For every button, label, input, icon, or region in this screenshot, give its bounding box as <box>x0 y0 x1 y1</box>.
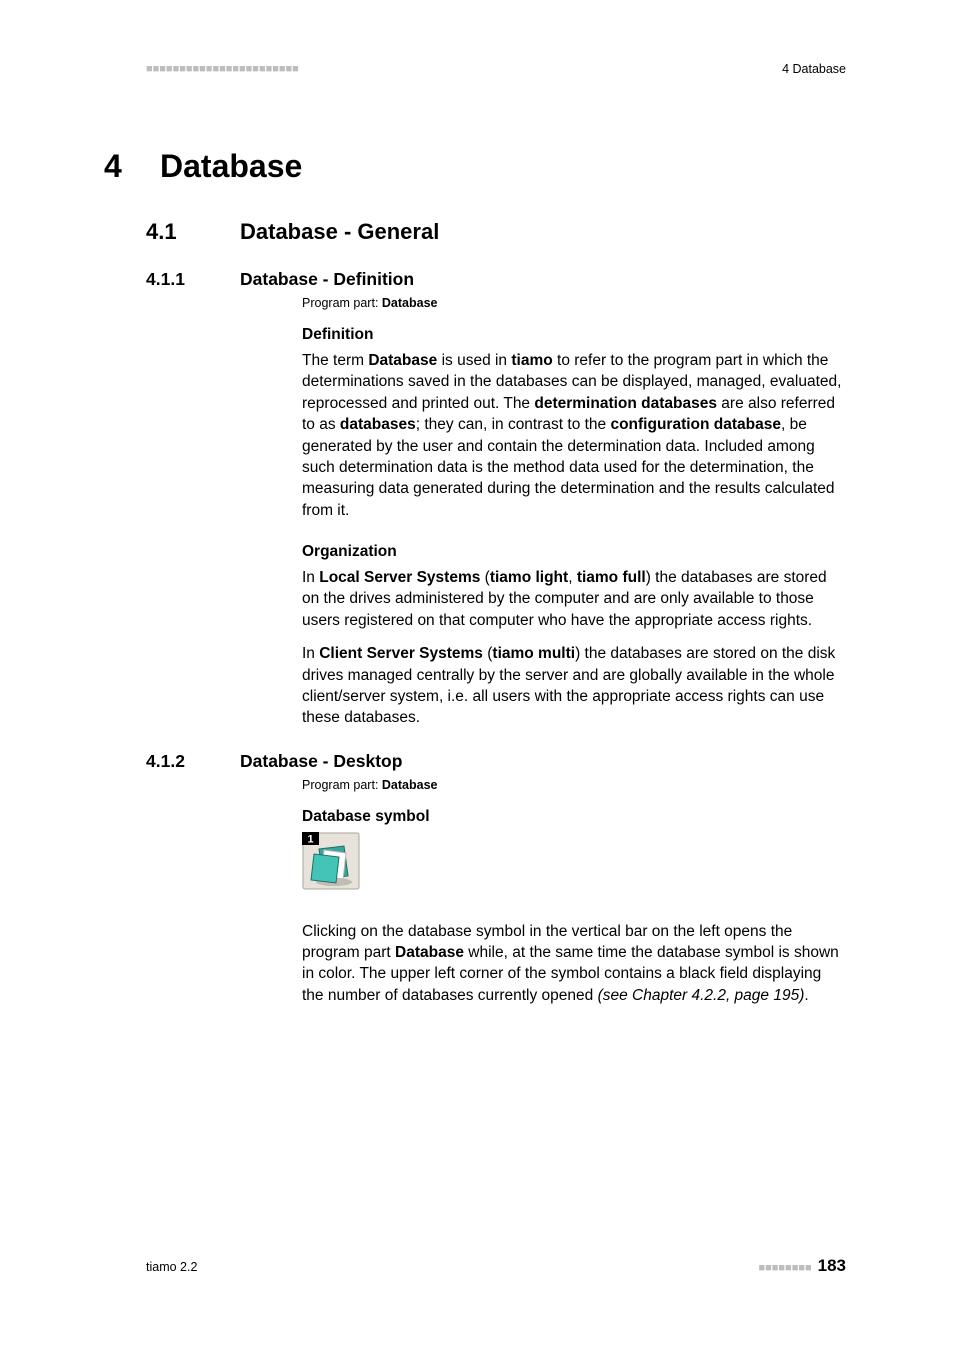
program-part-line: Program part: Database <box>302 778 842 792</box>
text: In <box>302 569 319 586</box>
database-symbol-paragraph: Clicking on the database symbol in the v… <box>302 921 842 1007</box>
term-determination-databases: determination databases <box>534 395 717 412</box>
term-tiamo-light: tiamo light <box>490 569 568 586</box>
page-footer: tiamo 2.2 ■■■■■■■■ 183 <box>146 1256 846 1276</box>
text: ( <box>480 569 489 586</box>
section-title: 4.1Database - General <box>146 219 846 245</box>
database-symbol-figure: 1 <box>302 832 842 895</box>
program-part-line: Program part: Database <box>302 296 842 310</box>
subsection-body: Program part: Database Definition The te… <box>302 296 842 729</box>
term-database: Database <box>395 944 464 961</box>
count-badge-text: 1 <box>307 833 313 845</box>
term-tiamo-multi: tiamo multi <box>492 645 575 662</box>
cross-reference: (see Chapter 4.2.2, page 195) <box>598 987 805 1004</box>
program-part-value: Database <box>382 778 438 792</box>
database-icon: 1 <box>302 832 360 890</box>
chapter-title: 4Database <box>104 148 846 185</box>
chapter-name: Database <box>160 148 302 184</box>
text: ( <box>483 645 492 662</box>
page-header: ■■■■■■■■■■■■■■■■■■■■■■■ 4 Database <box>146 62 846 76</box>
subsection-name: Database - Desktop <box>240 751 402 771</box>
text: , <box>568 569 577 586</box>
term-local-server-systems: Local Server Systems <box>319 569 480 586</box>
term-configuration-database: configuration database <box>610 416 781 433</box>
text: . <box>804 987 808 1004</box>
header-chapter-ref: 4 Database <box>782 62 846 76</box>
text: is used in <box>437 352 511 369</box>
definition-paragraph: The term Database is used in tiamo to re… <box>302 350 842 521</box>
database-symbol-heading: Database symbol <box>302 808 842 826</box>
footer-product: tiamo 2.2 <box>146 1260 197 1274</box>
term-client-server-systems: Client Server Systems <box>319 645 483 662</box>
term-databases: databases <box>340 416 416 433</box>
subsection-name: Database - Definition <box>240 269 414 289</box>
organization-heading: Organization <box>302 543 842 561</box>
section-name: Database - General <box>240 219 439 244</box>
section-number: 4.1 <box>146 219 240 245</box>
text: ; they can, in contrast to the <box>416 416 611 433</box>
organization-paragraph-client: In Client Server Systems (tiamo multi) t… <box>302 643 842 729</box>
subsection-title: 4.1.2Database - Desktop <box>146 751 846 772</box>
page-number: 183 <box>818 1256 846 1275</box>
footer-decor: ■■■■■■■■ <box>758 1262 811 1274</box>
footer-right: ■■■■■■■■ 183 <box>758 1256 846 1276</box>
program-part-label: Program part: <box>302 296 382 310</box>
subsection-title: 4.1.1Database - Definition <box>146 269 846 290</box>
folder-front-icon <box>311 854 339 883</box>
term-tiamo: tiamo <box>511 352 552 369</box>
header-decor-left: ■■■■■■■■■■■■■■■■■■■■■■■ <box>146 63 299 75</box>
term-tiamo-full: tiamo full <box>577 569 646 586</box>
chapter-number: 4 <box>104 148 160 185</box>
page: ■■■■■■■■■■■■■■■■■■■■■■■ 4 Database 4Data… <box>0 0 954 1350</box>
subsection-number: 4.1.2 <box>146 751 240 772</box>
organization-paragraph-local: In Local Server Systems (tiamo light, ti… <box>302 567 842 631</box>
text: In <box>302 645 319 662</box>
program-part-value: Database <box>382 296 438 310</box>
definition-heading: Definition <box>302 326 842 344</box>
text: The term <box>302 352 368 369</box>
term-database: Database <box>368 352 437 369</box>
program-part-label: Program part: <box>302 778 382 792</box>
subsection-body: Program part: Database Database symbol <box>302 778 842 1007</box>
subsection-number: 4.1.1 <box>146 269 240 290</box>
